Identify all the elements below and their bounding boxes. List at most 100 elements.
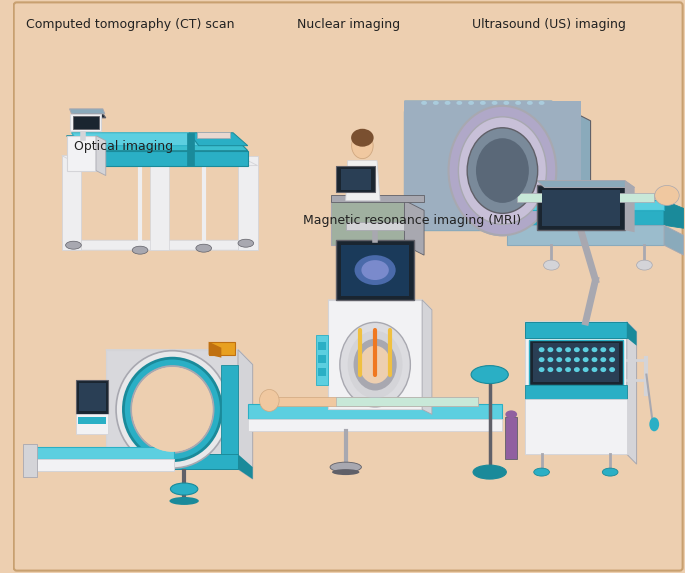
Polygon shape (248, 419, 502, 431)
Ellipse shape (547, 347, 553, 352)
Polygon shape (525, 322, 627, 454)
Ellipse shape (574, 357, 580, 362)
Polygon shape (336, 398, 478, 406)
Polygon shape (422, 300, 432, 414)
Polygon shape (319, 368, 326, 375)
Ellipse shape (348, 331, 403, 398)
Polygon shape (508, 225, 664, 245)
Ellipse shape (196, 244, 212, 252)
Ellipse shape (330, 462, 362, 472)
Polygon shape (533, 343, 619, 382)
Ellipse shape (547, 357, 553, 362)
Polygon shape (404, 101, 581, 230)
Ellipse shape (449, 106, 556, 236)
Ellipse shape (449, 106, 556, 236)
Ellipse shape (332, 469, 360, 475)
Polygon shape (336, 240, 414, 300)
Ellipse shape (574, 347, 580, 352)
Ellipse shape (602, 468, 618, 476)
Ellipse shape (476, 138, 529, 203)
Polygon shape (341, 168, 371, 190)
Ellipse shape (169, 497, 199, 505)
Polygon shape (537, 186, 625, 230)
Polygon shape (238, 454, 253, 479)
FancyBboxPatch shape (14, 2, 683, 571)
Ellipse shape (565, 367, 571, 372)
Polygon shape (517, 194, 654, 202)
Ellipse shape (458, 117, 547, 224)
Ellipse shape (506, 410, 517, 418)
Polygon shape (336, 166, 375, 193)
Ellipse shape (600, 357, 606, 362)
Ellipse shape (583, 347, 588, 352)
Text: Computed tomography (CT) scan: Computed tomography (CT) scan (26, 18, 234, 31)
Ellipse shape (123, 358, 221, 461)
Polygon shape (71, 111, 105, 118)
Polygon shape (82, 151, 248, 166)
Polygon shape (404, 101, 571, 111)
Ellipse shape (600, 347, 606, 352)
Ellipse shape (565, 347, 571, 352)
Ellipse shape (636, 260, 652, 270)
Ellipse shape (238, 240, 253, 247)
Polygon shape (525, 322, 636, 332)
Ellipse shape (471, 366, 508, 383)
Polygon shape (346, 222, 404, 230)
Polygon shape (209, 342, 235, 355)
Ellipse shape (547, 367, 553, 372)
Polygon shape (346, 160, 380, 201)
Polygon shape (79, 383, 105, 411)
Polygon shape (238, 156, 258, 250)
Ellipse shape (574, 367, 580, 372)
Polygon shape (78, 417, 105, 425)
Ellipse shape (132, 246, 148, 254)
Polygon shape (77, 414, 108, 434)
Ellipse shape (583, 357, 588, 362)
Polygon shape (625, 180, 634, 232)
Ellipse shape (360, 346, 390, 383)
Polygon shape (62, 156, 82, 250)
Polygon shape (187, 133, 194, 166)
Polygon shape (209, 342, 221, 358)
Ellipse shape (515, 101, 521, 105)
Polygon shape (664, 225, 684, 255)
Polygon shape (404, 201, 424, 255)
Ellipse shape (468, 101, 474, 105)
Ellipse shape (473, 465, 506, 479)
Polygon shape (70, 109, 105, 114)
Polygon shape (537, 180, 634, 187)
Ellipse shape (538, 357, 545, 362)
Polygon shape (77, 379, 108, 414)
Polygon shape (105, 350, 253, 364)
Polygon shape (319, 355, 326, 363)
Polygon shape (319, 342, 326, 350)
Ellipse shape (362, 260, 389, 280)
Ellipse shape (609, 367, 615, 372)
Polygon shape (525, 399, 627, 454)
Polygon shape (627, 322, 636, 464)
Polygon shape (341, 245, 410, 296)
Ellipse shape (351, 129, 373, 147)
Polygon shape (150, 156, 169, 250)
Ellipse shape (130, 365, 214, 454)
Polygon shape (71, 133, 199, 146)
Polygon shape (331, 201, 404, 245)
Polygon shape (27, 459, 175, 471)
Polygon shape (328, 300, 432, 310)
Polygon shape (105, 454, 238, 469)
Ellipse shape (649, 417, 659, 431)
Polygon shape (627, 322, 636, 346)
Ellipse shape (445, 101, 451, 105)
Polygon shape (70, 114, 101, 131)
Ellipse shape (492, 101, 497, 105)
Ellipse shape (458, 117, 547, 224)
Ellipse shape (556, 367, 562, 372)
Ellipse shape (556, 347, 562, 352)
Polygon shape (331, 195, 424, 202)
Polygon shape (404, 111, 571, 230)
Polygon shape (508, 201, 664, 210)
Ellipse shape (421, 101, 427, 105)
Polygon shape (506, 417, 517, 459)
Ellipse shape (583, 367, 588, 372)
Ellipse shape (433, 101, 439, 105)
